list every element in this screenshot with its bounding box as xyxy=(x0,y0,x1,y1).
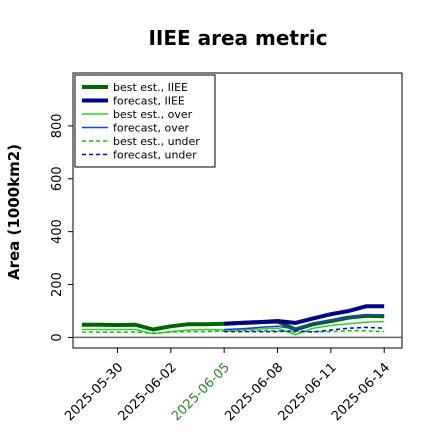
y-tick-label: 600 xyxy=(50,166,65,191)
legend-label: best est., under xyxy=(113,135,200,148)
plot-frame xyxy=(72,72,403,349)
y-tick-label: 200 xyxy=(50,272,65,297)
legend-label: best est., IIEE xyxy=(113,81,188,94)
legend-label: forecast, IIEE xyxy=(113,95,185,108)
legend-box xyxy=(74,74,216,168)
series-line-3 xyxy=(224,314,385,331)
legend-label: forecast, under xyxy=(113,149,197,162)
y-axis-label: Area (1000km2) xyxy=(5,144,23,280)
legend-label: forecast, over xyxy=(113,122,189,135)
y-tick-label: 400 xyxy=(50,219,65,244)
series-line-1 xyxy=(224,304,385,326)
chart-title: IIEE area metric xyxy=(148,26,327,50)
series-line-5 xyxy=(224,326,385,333)
y-tick-label: 800 xyxy=(50,113,65,138)
y-tick-label: 0 xyxy=(50,333,65,341)
series-line-4 xyxy=(81,330,385,334)
legend-label: best est., over xyxy=(113,108,193,121)
